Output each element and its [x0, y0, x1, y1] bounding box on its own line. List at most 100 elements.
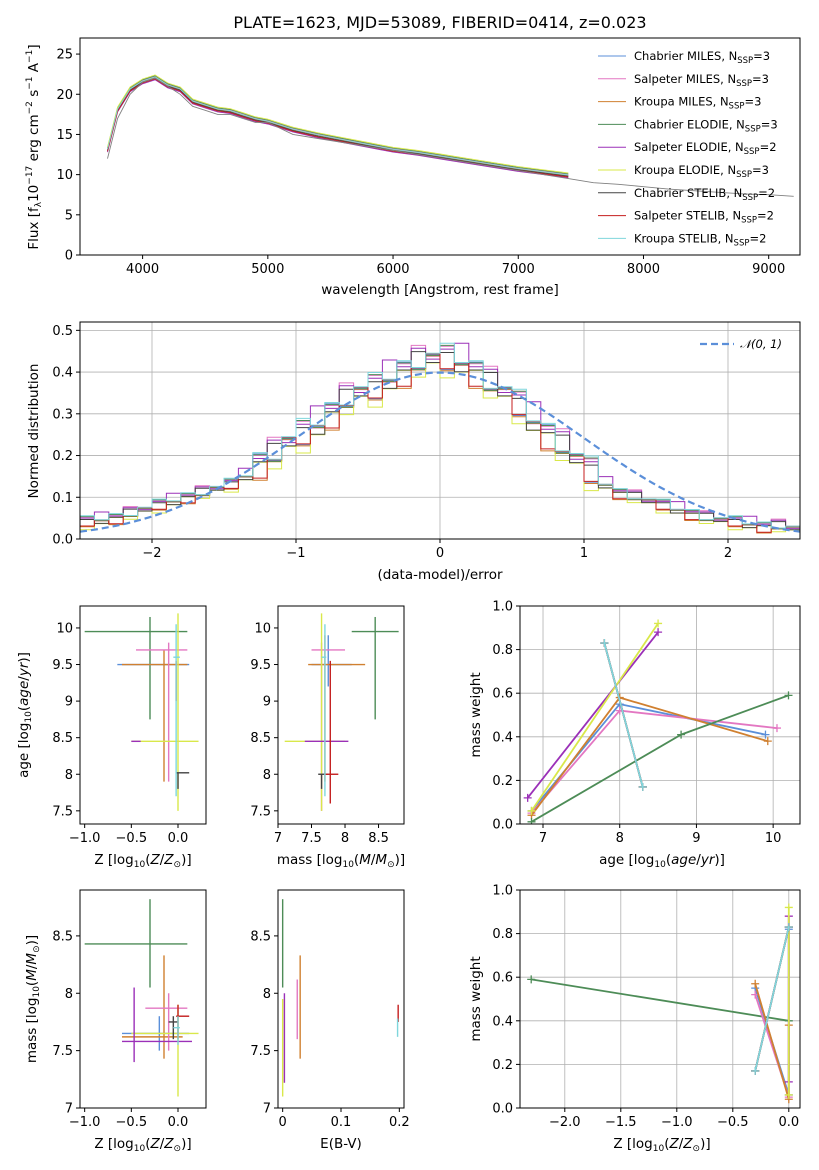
mass-weight-vs-age-marker-1-2 [772, 724, 781, 733]
residuals-ytick-label-3: 0.3 [52, 407, 73, 422]
mass-weight-vs-z-marker-0-0 [527, 975, 536, 984]
mass-weight-vs-z-marker-5-1 [784, 903, 793, 912]
residuals-xtick-label-0: −2 [142, 546, 161, 561]
mass-vs-ebv-ytick-label-0: 7 [263, 1102, 271, 1117]
mass-weight-vs-z-xtick-label-2: −1.0 [661, 1115, 693, 1130]
age-vs-z-ylabel: age [log10(age/yr)] [16, 652, 34, 778]
age-vs-mass-ytick-label-5: 10 [254, 621, 271, 636]
residuals-ytick-label-2: 0.2 [52, 449, 73, 464]
residuals-xtick-label-2: 0 [436, 546, 444, 561]
mass-vs-ebv-frame [277, 889, 405, 1109]
age-vs-mass-axes: 7 7.5 8 8.57.588.599.510 [250, 621, 389, 846]
age-vs-mass-ytick-label-4: 9.5 [250, 658, 271, 673]
spectrum-ytick-label-4: 20 [56, 88, 73, 103]
mass-vs-z-ytick-label-3: 8.5 [52, 929, 73, 944]
spectrum-model-line-1 [107, 76, 569, 176]
age-vs-z-xlabel: Z [log10(Z/Z⊙)] [94, 852, 191, 870]
mass-vs-ebv-axes: 0 0.1 0.2 7 7.5 8 8.5 [250, 929, 409, 1130]
mass-weight-vs-z-xtick-label-0: −2.0 [549, 1115, 581, 1130]
mass-weight-vs-z-series-8 [754, 926, 790, 1072]
spectrum-model-line-0 [107, 77, 569, 177]
age-vs-z-ytick-label-0: 7.5 [52, 804, 73, 819]
mass-weight-vs-age-ytick-label-1: 0.2 [492, 774, 513, 789]
mass-weight-vs-age-ylabel: mass weight [468, 672, 484, 757]
age-vs-mass-ytick-label-0: 7.5 [250, 804, 271, 819]
mass-vs-z-panel: Z [log10(Z/Z⊙)] mass [log10(M/M⊙)] [24, 935, 192, 1154]
mass-weight-vs-z-panel: Z [log10(Z/Z⊙)] mass weight [468, 956, 711, 1154]
age-vs-z-axes: −1.0 −0.5 0.0 7.5 8 8.5 9 9.5 10 [52, 621, 188, 846]
age-vs-mass-ytick-label-1: 8 [263, 768, 271, 783]
residuals-hist-8 [80, 342, 800, 529]
mass-vs-z-ytick-label-0: 7 [65, 1102, 73, 1117]
mass-weight-vs-z-ytick-label-4: 0.8 [492, 927, 513, 942]
age-vs-z-ytick-label-4: 9.5 [52, 658, 73, 673]
age-vs-mass-xtick-label-3: 8.5 [368, 831, 389, 846]
spectrum-panel: wavelength [Angstrom, rest frame] Flux [… [25, 44, 559, 298]
mass-weight-vs-age-xtick-label-0: 7 [539, 831, 547, 846]
residuals-ytick-label-5: 0.5 [52, 324, 73, 339]
mass-weight-vs-age-plot-area [523, 619, 793, 824]
mass-weight-vs-age-marker-8-0 [600, 639, 609, 648]
age-vs-z-panel: Z [log10(Z/Z⊙)] age [log10(age/yr)] [16, 652, 192, 870]
mass-vs-ebv-panel: E(B-V) [320, 1136, 362, 1152]
legend-label-2: Kroupa MILES, NSSP=3 [634, 95, 761, 112]
mass-vs-z-ytick-label-1: 7.5 [52, 1044, 73, 1059]
age-vs-z-xtick-label-1: −0.5 [116, 831, 148, 846]
mass-vs-z-xtick-label-1: −0.5 [116, 1115, 148, 1130]
residuals-axes: −2 −1 0 1 2 0.0 0.1 0.2 0.3 0.4 0.5 [52, 322, 800, 561]
age-vs-mass-ytick-label-2: 8.5 [250, 731, 271, 746]
mass-weight-vs-z-ytick-label-2: 0.4 [492, 1014, 513, 1029]
mass-weight-vs-z-axes: −2.0 −1.5 −1.0 −0.5 0.0 0.0 0.2 0.4 0.6 0.8 1.0 [492, 884, 800, 1130]
spectrum-plot-area [107, 74, 794, 197]
age-vs-z-ytick-label-3: 9 [65, 695, 73, 710]
mass-weight-vs-age-xtick-label-1: 8 [616, 831, 624, 846]
residuals-frame [79, 321, 801, 540]
spectrum-model-line-8 [107, 76, 569, 176]
residuals-panel: (data-model)/error Normed distribution [26, 364, 503, 583]
mass-weight-vs-age-xtick-label-3: 10 [765, 831, 782, 846]
mass-vs-z-frame [79, 889, 207, 1109]
mass-weight-vs-age-panel: age [log10(age/yr)] mass weight [468, 672, 725, 870]
spectrum-xtick-label-0: 4000 [126, 262, 159, 277]
mass-vs-z-ytick-label-2: 8 [65, 987, 73, 1002]
mass-weight-vs-z-marker-8-1 [784, 923, 793, 932]
age-vs-mass-ytick-label-3: 9 [263, 695, 271, 710]
residuals-ytick-label-4: 0.4 [52, 366, 73, 381]
legend-label-5: Kroupa ELODIE, NSSP=3 [634, 163, 769, 180]
legend-label-8: Kroupa STELIB, NSSP=2 [634, 231, 766, 248]
legend-label-1: Salpeter MILES, NSSP=3 [634, 72, 769, 89]
legend-label-6: Chabrier STELIB, NSSP=2 [634, 186, 775, 203]
age-vs-z-ytick-label-5: 10 [56, 621, 73, 636]
mass-weight-vs-age-ytick-label-5: 1.0 [492, 600, 513, 615]
mass-weight-vs-age-frame [519, 605, 801, 825]
mass-weight-vs-age-marker-4-0 [523, 793, 532, 802]
mass-vs-z-ylabel: mass [log10(M/M⊙)] [24, 935, 42, 1063]
mass-weight-vs-age-xlabel: age [log10(age/yr)] [599, 852, 725, 870]
mass-weight-vs-z-ytick-label-5: 1.0 [492, 884, 513, 899]
mass-weight-vs-z-marker-3-0 [751, 979, 760, 988]
mass-weight-vs-age-ytick-label-3: 0.6 [492, 687, 513, 702]
residuals-xtick-label-1: −1 [286, 546, 305, 561]
age-vs-mass-plot-area [284, 613, 399, 811]
mass-vs-ebv-plot-area [281, 899, 399, 1097]
spectrum-model-line-7 [107, 78, 569, 178]
mass-weight-vs-age-marker-5-0 [527, 806, 536, 815]
residuals-legend-label: 𝒩(0, 1) [740, 337, 782, 351]
mass-vs-ebv-xtick-label-1: 0.1 [331, 1115, 352, 1130]
mass-weight-vs-age-ytick-label-2: 0.4 [492, 730, 513, 745]
mass-weight-vs-age-series-1 [530, 709, 778, 814]
residuals-ylabel: Normed distribution [26, 364, 42, 499]
mass-weight-vs-z-xlabel: Z [log10(Z/Z⊙)] [613, 1136, 710, 1154]
spectrum-model-line-3 [107, 75, 569, 175]
mass-weight-vs-age-marker-4-1 [654, 628, 663, 637]
mass-weight-vs-z-marker-8-0 [751, 1066, 760, 1075]
spectrum-legend: Chabrier MILES, NSSP=3 Salpeter MILES, NS… [598, 49, 778, 248]
spectrum-xtick-label-2: 6000 [376, 262, 409, 277]
mass-weight-vs-age-xtick-label-2: 9 [692, 831, 700, 846]
spectrum-observed-line [107, 77, 794, 197]
residuals-gaussian-line [80, 371, 800, 533]
mass-weight-vs-z-xtick-label-4: 0.0 [778, 1115, 799, 1130]
spectrum-model-line-6 [107, 77, 569, 177]
mass-weight-vs-age-ytick-label-4: 0.8 [492, 643, 513, 658]
